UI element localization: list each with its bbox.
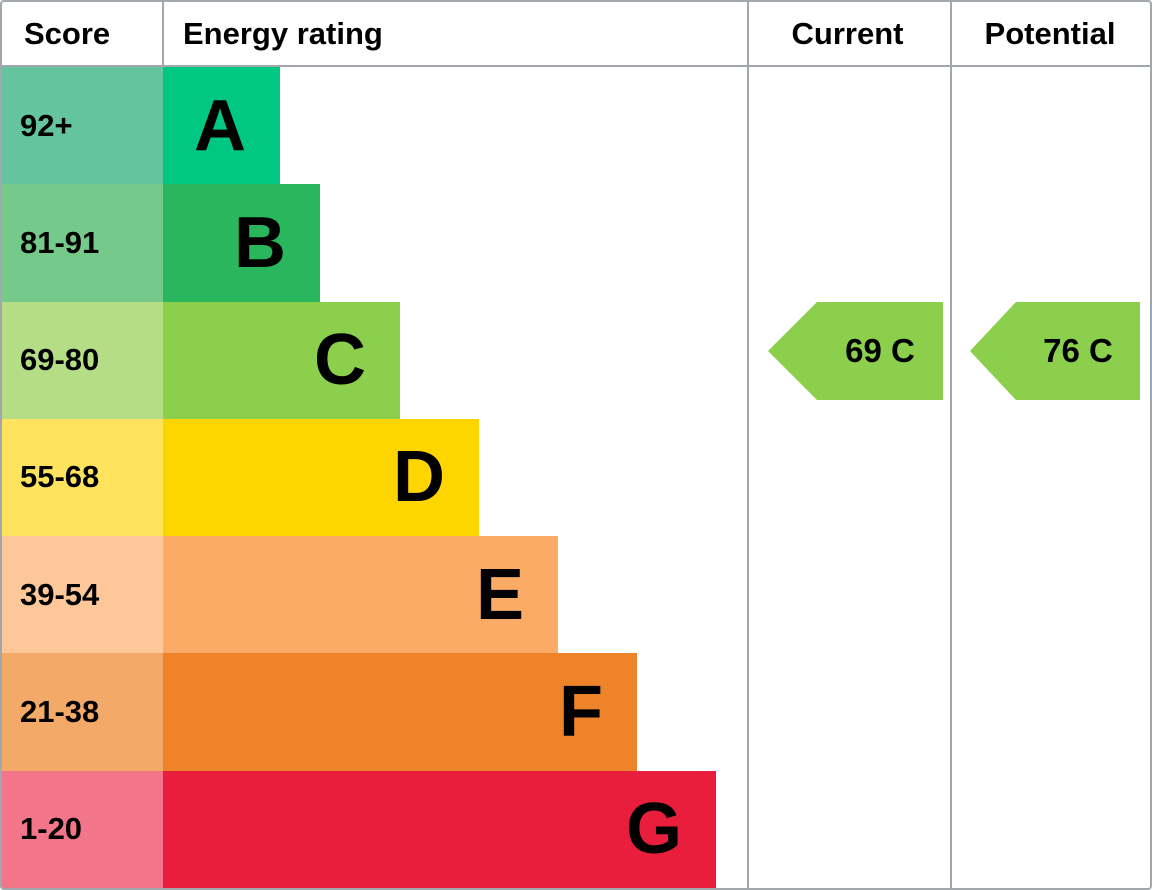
- potential-rating-arrow: 76 C: [970, 302, 1140, 400]
- band-bar-a: A: [163, 67, 280, 185]
- band-row-f: 21-38 F: [2, 653, 722, 771]
- current-rating-arrow: 69 C: [768, 302, 943, 400]
- band-row-g: 1-20 G: [2, 770, 722, 888]
- score-rating-divider-line: [162, 2, 164, 65]
- band-row-b: 81-91 B: [2, 184, 722, 302]
- band-row-e: 39-54 E: [2, 536, 722, 654]
- column-header-current: Current: [791, 16, 904, 51]
- column-header-energy-rating: Energy rating: [183, 16, 383, 51]
- band-bar-c: C: [163, 301, 400, 419]
- column-header-score: Score: [24, 16, 111, 51]
- current-column-divider-line: [747, 2, 749, 888]
- band-bar-b: B: [163, 184, 320, 302]
- header-divider-line: [2, 65, 1150, 67]
- score-range-d: 55-68: [2, 418, 163, 537]
- band-bar-f: F: [163, 653, 637, 771]
- band-bar-e: E: [163, 536, 558, 654]
- score-range-f: 21-38: [2, 653, 163, 771]
- score-range-a: 92+: [2, 67, 163, 185]
- score-range-b: 81-91: [2, 184, 163, 302]
- band-row-a: 92+ A: [2, 67, 722, 185]
- column-header-potential: Potential: [984, 16, 1116, 51]
- score-range-g: 1-20: [2, 770, 163, 888]
- band-bar-g: G: [163, 770, 716, 888]
- potential-column-divider-line: [950, 2, 952, 888]
- band-bar-d: D: [163, 418, 479, 537]
- score-range-c: 69-80: [2, 301, 163, 419]
- band-rows: 92+ A 81-91 B 69-80 C 55-68 D 39-54 E 21…: [2, 67, 722, 888]
- band-row-d: 55-68 D: [2, 418, 722, 537]
- band-row-c: 69-80 C: [2, 301, 722, 419]
- score-range-e: 39-54: [2, 536, 163, 654]
